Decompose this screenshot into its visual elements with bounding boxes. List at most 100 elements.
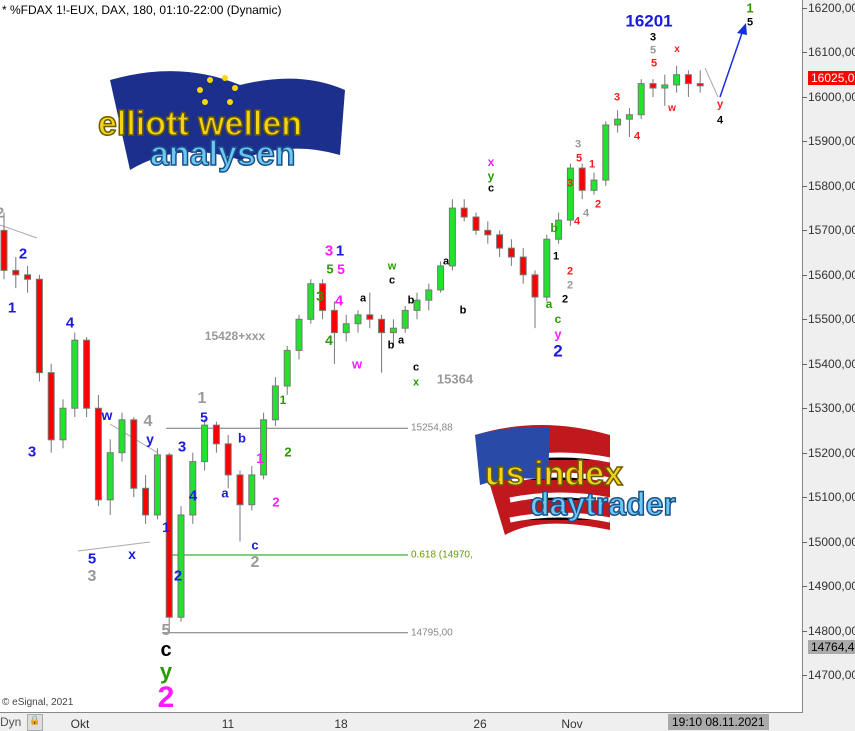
candle-body — [378, 318, 386, 334]
wave-label: w — [668, 103, 676, 114]
arrow-head-icon — [737, 23, 747, 35]
candle-body — [437, 265, 445, 291]
candle-body — [637, 83, 645, 116]
wave-label: w — [387, 260, 397, 273]
wave-label: 4 — [716, 114, 724, 127]
candle-body — [566, 167, 574, 221]
y-tick-label: 16100,00 — [808, 45, 855, 60]
wave-label: 3 — [649, 31, 657, 44]
wave-label: 1 — [279, 393, 287, 407]
wave-label: a — [545, 297, 553, 311]
wave-label: 4 — [633, 130, 641, 143]
dyn-label[interactable]: Dyn — [0, 715, 22, 729]
candle-body — [625, 114, 633, 120]
y-tick-label: 15800,00 — [808, 178, 855, 193]
wave-label: b — [459, 304, 467, 317]
candle-body — [295, 318, 303, 351]
y-tick-label: 15500,00 — [808, 312, 855, 327]
candle-body — [260, 419, 268, 476]
wave-label: y — [159, 659, 173, 684]
candle-body — [673, 74, 681, 86]
level-label: 14795,00 — [411, 627, 453, 639]
y-tick-mark — [802, 452, 807, 454]
candle-body — [118, 419, 126, 454]
wave-label: 3 — [324, 242, 334, 260]
y-tick-mark — [802, 274, 807, 276]
price-chart-svg — [0, 23, 747, 634]
candle-body — [201, 424, 209, 463]
wave-label: c — [160, 639, 172, 661]
cursor-time-box: 19:10 08.11.2021 — [668, 714, 769, 730]
wave-label: 3 — [574, 138, 582, 151]
wave-label: 4 — [582, 207, 590, 220]
candle-body — [507, 247, 515, 258]
candle-body — [531, 274, 539, 298]
wave-label: 4 — [65, 314, 75, 332]
candle-body — [0, 229, 8, 271]
candle-body — [71, 339, 79, 409]
candle-body — [661, 84, 669, 89]
x-tick-label: Okt — [70, 717, 90, 731]
y-tick-label: 16200,00 — [808, 1, 855, 15]
wave-label: 1 — [746, 0, 754, 16]
wave-label: 5 — [326, 261, 334, 277]
wave-label: w — [351, 356, 363, 372]
y-tick-label: 15700,00 — [808, 223, 855, 238]
wave-label: b — [387, 339, 395, 352]
wave-label: 5 — [575, 152, 583, 165]
wave-label: y — [554, 326, 562, 342]
candle-body — [684, 74, 692, 85]
us-index-daytrader-logo: us index daytrader — [475, 425, 677, 535]
wave-label: 2 — [566, 279, 574, 292]
candle-body — [236, 474, 244, 506]
y-tick-mark — [802, 363, 807, 365]
candle-body — [83, 339, 91, 409]
chart-plot-area[interactable]: * %FDAX 1!-EUX, DAX, 180, 01:10-22:00 (D… — [0, 0, 803, 713]
candle-body — [342, 323, 350, 334]
candle-body — [142, 487, 150, 516]
y-tick-mark — [802, 141, 807, 143]
candle-body — [12, 269, 20, 276]
y-tick-label: 15300,00 — [808, 401, 855, 416]
trend-line — [77, 541, 151, 552]
candle-body — [47, 372, 55, 441]
y-tick-label: 15900,00 — [808, 134, 855, 149]
projection-arrow — [719, 29, 744, 98]
wave-label: 16201 — [625, 11, 673, 31]
trend-line — [704, 67, 719, 98]
candle-body — [330, 309, 338, 334]
candle-body — [389, 327, 397, 334]
y-tick-mark — [802, 408, 807, 410]
candle-body — [165, 454, 173, 618]
wave-label: 5 — [337, 261, 345, 277]
candle-body — [59, 407, 67, 441]
wave-label: x — [128, 546, 136, 562]
y-tick-label: 15200,00 — [808, 445, 855, 460]
candle-body — [153, 454, 161, 516]
lock-icon[interactable]: 🔒 — [27, 714, 43, 731]
wave-label: 2 — [18, 245, 28, 263]
wave-label: y — [146, 431, 154, 447]
candle-body — [35, 278, 43, 374]
y-tick-mark — [802, 541, 807, 543]
y-tick-mark — [802, 185, 807, 187]
candle-body — [413, 299, 421, 311]
wave-label: a — [397, 334, 405, 347]
wave-label: 4 — [325, 332, 333, 348]
wave-label: 4 — [188, 487, 198, 505]
candle-body — [354, 314, 362, 325]
candle-body — [177, 514, 185, 618]
svg-text:daytrader: daytrader — [530, 486, 676, 522]
wave-label: 2 — [553, 341, 563, 361]
candle-body — [189, 461, 197, 516]
candle-body — [401, 309, 409, 329]
wave-label: 5 — [746, 16, 754, 29]
candle-body — [460, 207, 468, 218]
svg-text:us index: us index — [485, 455, 623, 493]
y-tick-label: 15100,00 — [808, 490, 855, 505]
candle-body — [24, 274, 32, 280]
wave-label: 2 — [272, 494, 280, 510]
wave-label: 3 — [566, 177, 574, 190]
x-tick-label: Nov — [561, 717, 583, 731]
candle-body — [614, 118, 622, 126]
